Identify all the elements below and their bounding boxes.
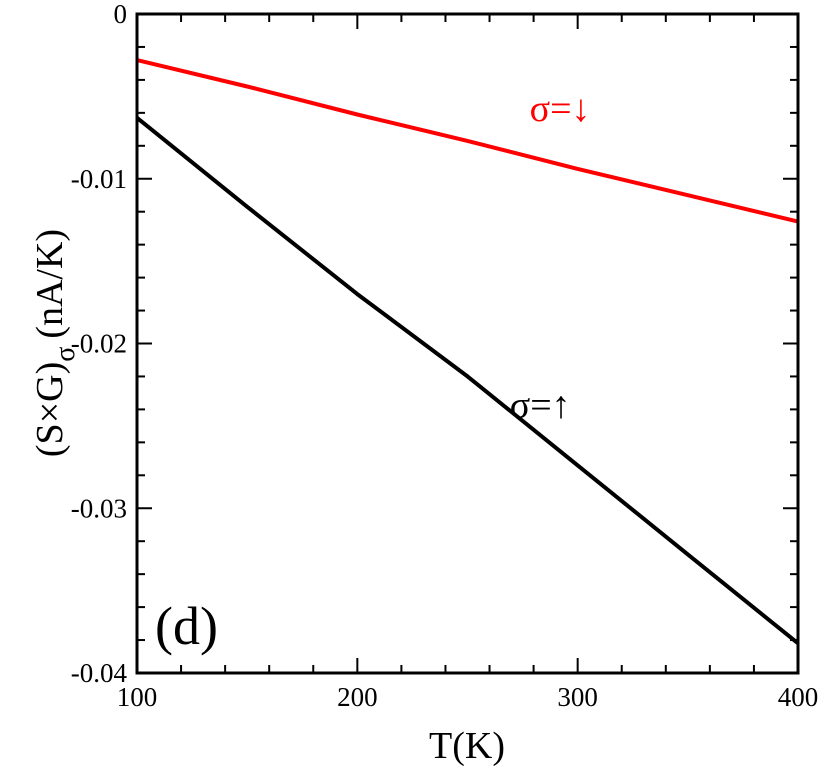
y-tick-label: -0.01	[71, 164, 127, 194]
ticks-layer	[136, 13, 799, 674]
x-tick-label: 100	[117, 682, 158, 712]
y-tick-label: -0.04	[71, 658, 128, 688]
labels-layer: 100 200 300 400 0 -0.01 -0.02 -0.03 -0.04 σ=↓ σ=↑	[71, 0, 819, 712]
series-line-spin-up	[135, 116, 800, 645]
y-tick-label: -0.03	[71, 493, 127, 523]
y-axis-title: (S×G)σ (nA/K)	[29, 229, 81, 457]
y-tick-label: 0	[114, 0, 128, 29]
y-axis-title-units: (nA/K)	[29, 229, 71, 339]
series-layer	[135, 58, 800, 645]
series-label-spin-up: σ=↑	[510, 385, 571, 427]
x-tick-label: 400	[778, 682, 819, 712]
series-line-spin-down	[136, 58, 799, 224]
plot-frame	[135, 12, 800, 675]
y-tick-label: -0.02	[71, 329, 127, 359]
x-tick-label: 200	[337, 682, 378, 712]
x-axis-title: T(K)	[429, 725, 505, 767]
panel-label: (d)	[155, 596, 218, 656]
series-label-spin-down: σ=↓	[530, 88, 591, 130]
y-axis-title-main: (S×G)	[29, 362, 71, 457]
y-axis-title-subscript: σ	[50, 347, 81, 362]
x-tick-label: 300	[557, 682, 598, 712]
